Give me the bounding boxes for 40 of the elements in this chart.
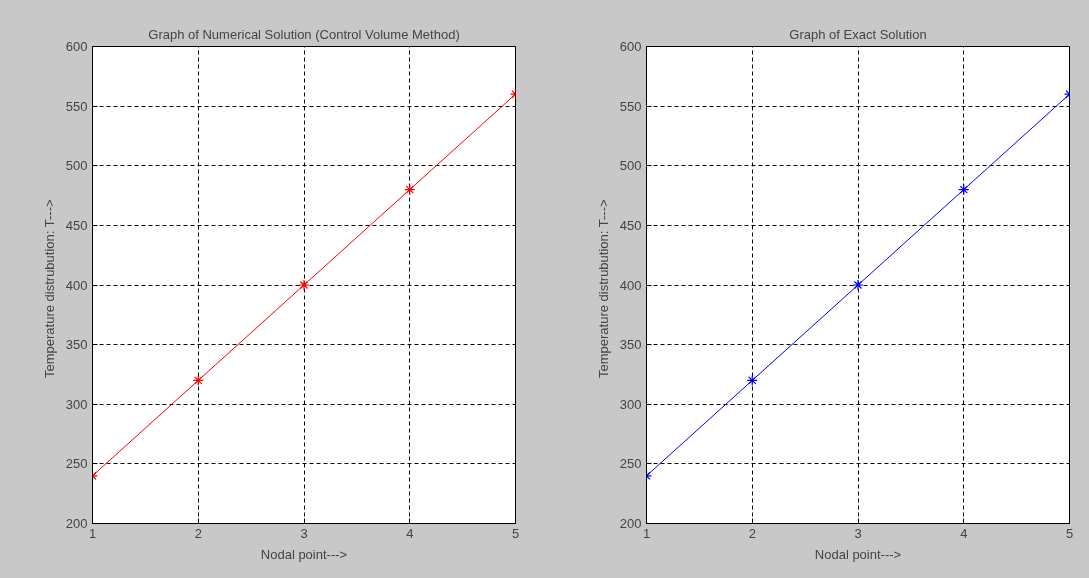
point: [958, 184, 970, 196]
y-tick-label: 350: [65, 337, 88, 353]
point: [298, 279, 310, 291]
y-tick-label: 500: [65, 158, 88, 174]
y-tick-label: 550: [619, 98, 642, 114]
x-tick-label: 3: [854, 525, 862, 541]
x-tick-label: 4: [960, 525, 968, 541]
point: [192, 374, 204, 386]
point: [404, 184, 416, 196]
y-tick-label: 400: [65, 277, 88, 293]
chart-title: Graph of Exact Solution: [789, 26, 927, 42]
x-tick-label: 5: [1065, 525, 1074, 541]
x-tick-label: 3: [300, 525, 308, 541]
chart-title: Graph of Numerical Solution (Control Volume Method): [148, 26, 460, 42]
y-axis-title: Temperature distrubution: T--->: [595, 199, 611, 379]
x-tick-label: 2: [748, 525, 756, 541]
y-tick-label: 550: [65, 98, 88, 114]
x-tick-label: 2: [194, 525, 202, 541]
y-tick-label: 300: [619, 396, 642, 412]
y-tick-label: 450: [619, 217, 642, 233]
y-tick-label: 350: [619, 337, 642, 353]
y-tick-label: 500: [619, 158, 642, 174]
point: [746, 374, 758, 386]
point: [852, 279, 864, 291]
y-tick-label: 300: [65, 396, 88, 412]
y-tick-label: 450: [65, 217, 88, 233]
x-tick-label: 1: [642, 525, 651, 541]
x-axis-title: Nodal point--->: [260, 546, 348, 562]
y-tick-label: 600: [65, 39, 88, 54]
y-tick-label: 400: [619, 277, 642, 293]
y-tick-label: 250: [65, 456, 88, 472]
x-tick-label: 1: [88, 525, 97, 541]
y-tick-label: 600: [619, 39, 642, 54]
x-tick-label: 5: [511, 525, 520, 541]
y-tick-label: 200: [619, 516, 642, 531]
y-axis-title: Temperature distrubution: T--->: [41, 199, 57, 379]
x-tick-label: 4: [406, 525, 414, 541]
y-tick-label: 250: [619, 456, 642, 472]
y-tick-label: 200: [65, 516, 88, 531]
x-axis-title: Nodal point--->: [814, 546, 902, 562]
